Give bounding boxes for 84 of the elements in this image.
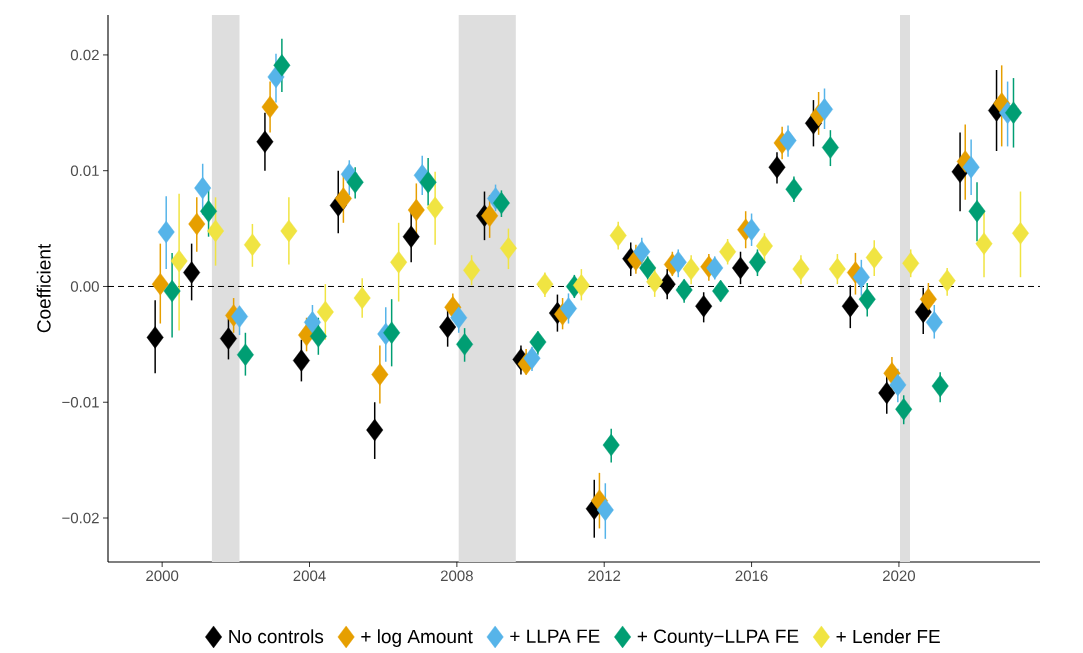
point <box>902 252 920 275</box>
point <box>743 218 761 241</box>
point <box>658 272 676 296</box>
x-tick-label: 2020 <box>882 570 916 582</box>
point <box>821 136 839 159</box>
point <box>366 418 384 442</box>
point <box>572 274 590 297</box>
point <box>194 176 212 200</box>
y-tick-label: 0.02 <box>70 49 99 61</box>
point <box>383 321 401 344</box>
point <box>719 240 737 263</box>
point <box>968 200 986 223</box>
point <box>852 266 870 289</box>
point <box>220 327 237 350</box>
point <box>207 219 225 243</box>
point <box>353 286 371 310</box>
point <box>712 279 730 303</box>
point <box>426 196 444 219</box>
legend-label: + County−LLPA FE <box>637 629 799 647</box>
y-tick-label: 0.00 <box>70 281 99 292</box>
point <box>529 330 547 354</box>
x-tick-label: 2016 <box>735 570 768 582</box>
point <box>499 237 517 260</box>
point <box>170 249 188 273</box>
point <box>163 279 181 303</box>
point <box>609 224 627 247</box>
point <box>243 233 261 256</box>
point <box>280 219 298 243</box>
point <box>261 95 279 119</box>
legend-label: + LLPA FE <box>510 629 600 643</box>
point <box>256 130 274 153</box>
point <box>816 98 833 121</box>
point <box>962 156 980 179</box>
point <box>334 187 352 210</box>
point <box>792 257 810 281</box>
y-axis-title: Coefficient <box>36 243 51 333</box>
x-tick-label: 2008 <box>440 570 473 582</box>
point <box>157 220 175 244</box>
legend-label: No controls <box>229 629 324 644</box>
point <box>151 272 169 296</box>
point <box>146 326 164 349</box>
point <box>231 305 248 328</box>
point <box>309 325 327 348</box>
point <box>390 250 408 274</box>
point <box>646 270 664 294</box>
point <box>828 257 846 281</box>
point <box>456 333 474 356</box>
point <box>200 200 218 223</box>
point <box>675 278 693 302</box>
point <box>706 256 724 280</box>
y-tick-label: −0.01 <box>62 396 99 408</box>
point <box>292 349 310 372</box>
point <box>682 257 700 281</box>
point <box>858 288 876 311</box>
point <box>371 363 389 386</box>
point <box>975 232 993 255</box>
x-tick-label: 2012 <box>588 570 621 582</box>
point <box>188 212 206 236</box>
point <box>785 178 803 201</box>
point <box>865 246 883 269</box>
point <box>841 294 859 318</box>
point <box>236 343 254 366</box>
point <box>1012 222 1029 245</box>
point <box>402 225 420 248</box>
y-tick-label: −0.02 <box>62 512 99 524</box>
point <box>1005 101 1022 125</box>
point <box>749 250 766 274</box>
point <box>895 397 913 421</box>
point <box>407 198 425 222</box>
x-tick-label: 2000 <box>146 570 179 582</box>
point <box>732 256 749 280</box>
y-tick-label: 0.01 <box>70 165 99 176</box>
point <box>779 129 797 152</box>
x-tick-label: 2004 <box>293 570 326 582</box>
point <box>602 433 620 457</box>
point <box>183 261 201 284</box>
legend-label: + log Amount <box>361 629 473 648</box>
point <box>463 259 481 282</box>
point <box>596 498 614 522</box>
point <box>481 204 499 228</box>
point <box>536 272 554 296</box>
point <box>316 300 334 324</box>
legend-label: + Lender FE <box>836 629 940 644</box>
point <box>768 156 786 179</box>
